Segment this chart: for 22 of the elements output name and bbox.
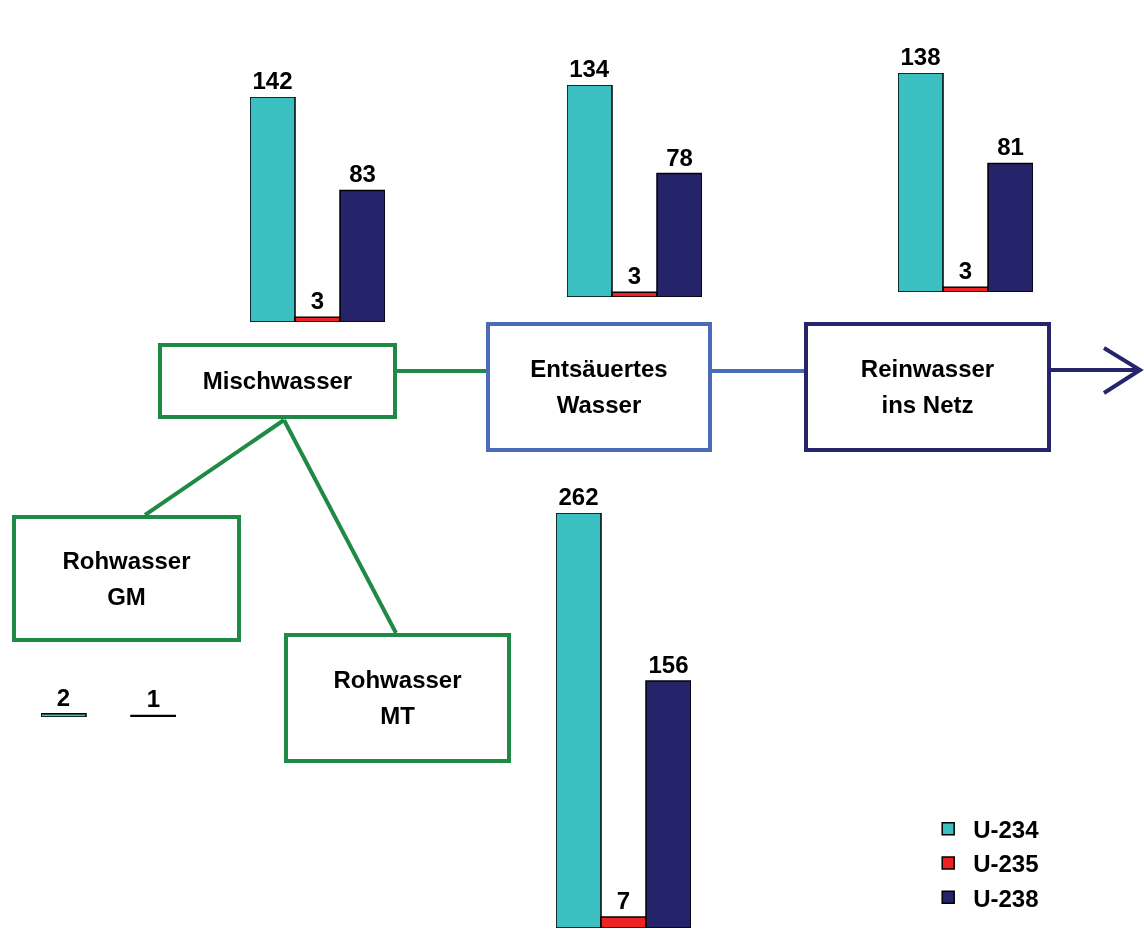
data-label: 134 (569, 54, 610, 82)
data-label: 7 (616, 886, 631, 914)
legend-label: U-235 (973, 850, 1039, 878)
legend-label: U-234 (973, 815, 1040, 843)
data-label: 156 (648, 650, 689, 678)
data-label: 78 (666, 143, 693, 171)
text: Rohwasser GM (62, 545, 191, 612)
text: Mischwasser (202, 366, 353, 396)
data-label: 3 (627, 261, 642, 289)
data-label: 3 (310, 287, 325, 315)
data-label: 262 (558, 482, 599, 510)
data-label: 1 (146, 685, 161, 713)
data-label: 81 (997, 133, 1024, 161)
text: Rohwasser MT (333, 665, 462, 731)
data-label: 142 (252, 66, 293, 94)
text: Reinwasser ins Netz (860, 354, 995, 420)
data-label: 138 (900, 43, 941, 71)
text: Entsäuertes Wasser (530, 354, 668, 420)
data-label: 2 (56, 683, 71, 711)
data-label: 83 (349, 160, 376, 188)
legend-label: U-238 (973, 884, 1039, 912)
data-label: 3 (958, 257, 973, 285)
